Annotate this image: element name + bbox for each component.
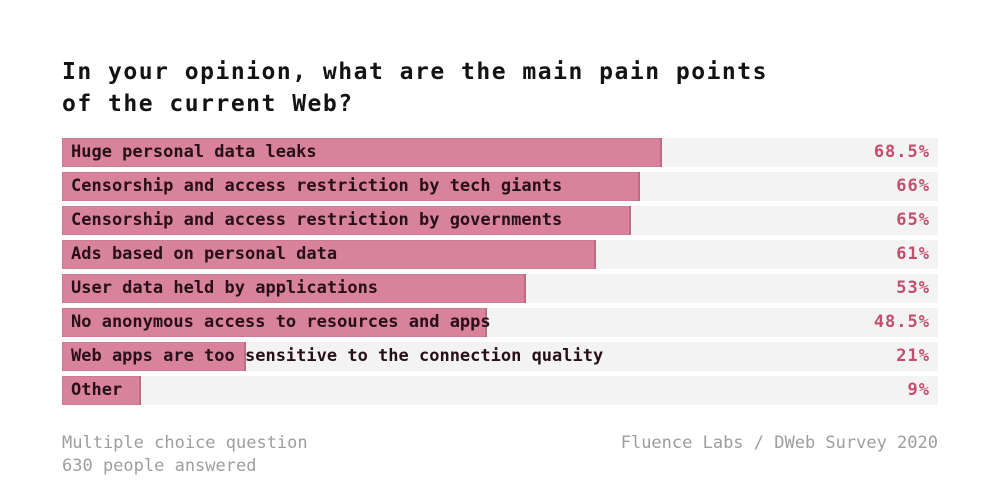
bar — [62, 138, 663, 167]
footer-note-line1: Multiple choice question — [62, 433, 308, 453]
bar — [62, 240, 597, 269]
bar-value: 65% — [896, 210, 930, 230]
bar-label: Censorship and access restriction by tec… — [71, 176, 563, 196]
footer-note: Multiple choice question 630 people answe… — [62, 432, 308, 478]
bar-label: Censorship and access restriction by gov… — [71, 210, 563, 230]
bar-row: Web apps are too sensitive to the connec… — [62, 342, 938, 371]
chart-title-line1: In your opinion, what are the main pain … — [62, 59, 768, 85]
bar-value: 48.5% — [873, 312, 930, 332]
bar-row: Ads based on personal data 61% — [62, 240, 938, 269]
chart-title-line2: of the current Web? — [62, 91, 354, 117]
bar-value: 9% — [907, 380, 930, 400]
bar-value: 61% — [896, 244, 930, 264]
bar-row: Censorship and access restriction by gov… — [62, 206, 938, 235]
bar-value: 66% — [896, 176, 930, 196]
bar-label: Huge personal data leaks — [71, 142, 317, 162]
bar-row: Censorship and access restriction by tec… — [62, 172, 938, 201]
bar-value: 53% — [896, 278, 930, 298]
bar — [62, 274, 527, 303]
bar — [62, 172, 641, 201]
bar-row: Huge personal data leaks 68.5% — [62, 138, 938, 167]
bar-value: 21% — [896, 346, 930, 366]
bar — [62, 342, 246, 371]
bar-label: Web apps are too sensitive to the connec… — [71, 346, 604, 366]
chart-title: In your opinion, what are the main pain … — [62, 56, 768, 120]
bar-label: Other — [71, 380, 123, 400]
bar-label: User data held by applications — [71, 278, 379, 298]
bar — [62, 206, 632, 235]
bar-value: 68.5% — [873, 142, 930, 162]
bar — [62, 308, 487, 337]
bar-label: No anonymous access to resources and app… — [71, 312, 491, 332]
bar-row: User data held by applications 53% — [62, 274, 938, 303]
bar-rows: Huge personal data leaks 68.5% Censorshi… — [62, 138, 938, 410]
bar-row: No anonymous access to resources and app… — [62, 308, 938, 337]
footer-note-line2: 630 people answered — [62, 456, 257, 476]
footer-source: Fluence Labs / DWeb Survey 2020 — [620, 433, 938, 453]
bar-label: Ads based on personal data — [71, 244, 338, 264]
bar-row: Other 9% — [62, 376, 938, 405]
bar — [62, 376, 141, 405]
